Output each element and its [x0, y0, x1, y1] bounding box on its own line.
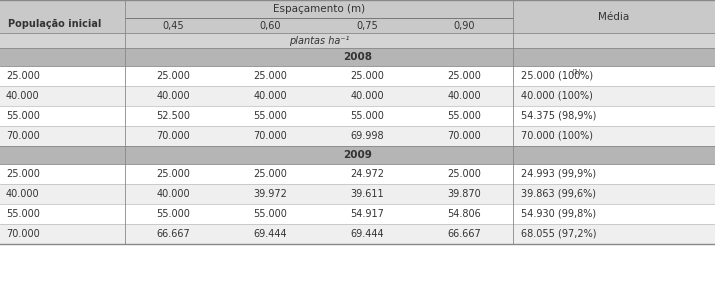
- Text: 40.000: 40.000: [157, 91, 190, 101]
- Text: 25.000: 25.000: [254, 169, 287, 179]
- Text: plantas ha⁻¹: plantas ha⁻¹: [289, 36, 349, 45]
- Text: 39.972: 39.972: [254, 189, 287, 199]
- Text: 69.444: 69.444: [254, 229, 287, 239]
- Text: 54.375 (98,9%): 54.375 (98,9%): [521, 111, 596, 121]
- Text: 24.993 (99,9%): 24.993 (99,9%): [521, 169, 596, 179]
- Bar: [0, 18, 715, 33]
- Text: 0,45: 0,45: [163, 20, 184, 30]
- Text: 55.000: 55.000: [448, 111, 481, 121]
- Text: 25.000: 25.000: [448, 71, 481, 81]
- Text: 25.000: 25.000: [6, 169, 40, 179]
- Text: 55.000: 55.000: [350, 111, 385, 121]
- Text: 40.000 (100%): 40.000 (100%): [521, 91, 593, 101]
- Bar: [0, 224, 715, 244]
- Text: 68.055 (97,2%): 68.055 (97,2%): [521, 229, 596, 239]
- Text: 2008: 2008: [343, 52, 372, 62]
- Text: 55.000: 55.000: [6, 111, 40, 121]
- Text: 39.611: 39.611: [350, 189, 385, 199]
- Text: 40.000: 40.000: [6, 189, 39, 199]
- Text: (1): (1): [571, 68, 581, 75]
- Text: 39.863 (99,6%): 39.863 (99,6%): [521, 189, 596, 199]
- Text: 25.000: 25.000: [6, 71, 40, 81]
- Text: 55.000: 55.000: [157, 209, 190, 219]
- Bar: [0, 33, 715, 48]
- Bar: [0, 184, 715, 204]
- Text: 40.000: 40.000: [448, 91, 481, 101]
- Text: 0,90: 0,90: [454, 20, 475, 30]
- Text: 25.000: 25.000: [448, 169, 481, 179]
- Bar: [0, 0, 715, 18]
- Text: 66.667: 66.667: [448, 229, 481, 239]
- Text: 69.998: 69.998: [350, 131, 385, 141]
- Text: 70.000: 70.000: [157, 131, 190, 141]
- Text: Média: Média: [598, 11, 630, 22]
- Text: População inicial: População inicial: [8, 19, 102, 29]
- Text: 54.930 (99,8%): 54.930 (99,8%): [521, 209, 596, 219]
- Text: 2009: 2009: [343, 150, 372, 160]
- Bar: [0, 48, 715, 66]
- Bar: [0, 146, 715, 164]
- Bar: [0, 204, 715, 224]
- Bar: [0, 66, 715, 86]
- Text: 70.000: 70.000: [254, 131, 287, 141]
- Text: 70.000: 70.000: [448, 131, 481, 141]
- Text: 40.000: 40.000: [254, 91, 287, 101]
- Text: 24.972: 24.972: [350, 169, 385, 179]
- Text: 55.000: 55.000: [254, 209, 287, 219]
- Text: 40.000: 40.000: [157, 189, 190, 199]
- Text: 40.000: 40.000: [6, 91, 39, 101]
- Text: 70.000: 70.000: [6, 131, 40, 141]
- Text: 52.500: 52.500: [157, 111, 190, 121]
- Bar: [0, 126, 715, 146]
- Text: 25.000: 25.000: [157, 169, 190, 179]
- Text: 54.806: 54.806: [448, 209, 481, 219]
- Text: 25.000 (100%): 25.000 (100%): [521, 71, 593, 81]
- Bar: [0, 164, 715, 184]
- Text: 66.667: 66.667: [157, 229, 190, 239]
- Text: 54.917: 54.917: [350, 209, 385, 219]
- Text: Espaçamento (m): Espaçamento (m): [273, 4, 365, 14]
- Text: 70.000: 70.000: [6, 229, 40, 239]
- Text: 25.000: 25.000: [157, 71, 190, 81]
- Text: 0,60: 0,60: [260, 20, 281, 30]
- Text: 25.000: 25.000: [350, 71, 385, 81]
- Text: 40.000: 40.000: [350, 91, 385, 101]
- Text: 55.000: 55.000: [6, 209, 40, 219]
- Bar: [0, 86, 715, 106]
- Text: 39.870: 39.870: [448, 189, 481, 199]
- Text: 70.000 (100%): 70.000 (100%): [521, 131, 593, 141]
- Text: 25.000: 25.000: [254, 71, 287, 81]
- Text: 0,75: 0,75: [357, 20, 378, 30]
- Bar: [0, 106, 715, 126]
- Text: 69.444: 69.444: [350, 229, 385, 239]
- Text: 55.000: 55.000: [254, 111, 287, 121]
